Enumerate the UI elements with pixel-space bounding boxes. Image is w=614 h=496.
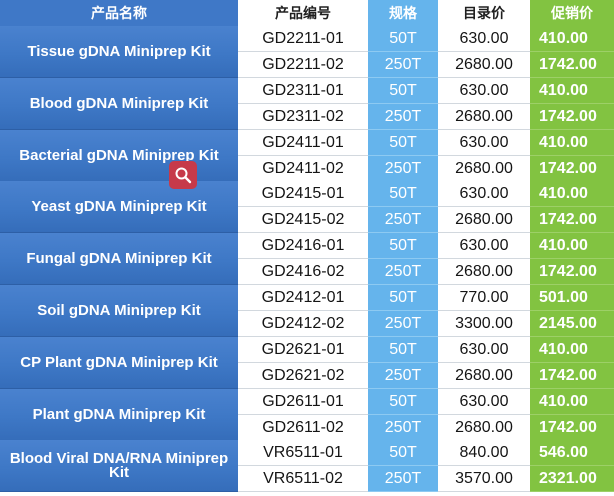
- sku-catalog-price-cell: 630.00: [438, 181, 530, 207]
- sku-code-cell: GD2412-01: [238, 285, 368, 311]
- sku-promo-price-cell: 410.00: [530, 389, 614, 415]
- sku-spec-cell: 50T: [368, 130, 438, 156]
- sku-promo-price-cell: 2145.00: [530, 311, 614, 337]
- sku-promo-price-cell: 1742.00: [530, 52, 614, 78]
- sku-spec-cell: 250T: [368, 52, 438, 78]
- sku-spec-cell: 50T: [368, 26, 438, 52]
- table-header: 产品名称 产品编号 规格 目录价 促销价: [0, 0, 614, 26]
- sku-catalog-price-cell: 630.00: [438, 26, 530, 52]
- sku-catalog-price-cell: 2680.00: [438, 363, 530, 389]
- sku-code-cell: GD2412-02: [238, 311, 368, 337]
- sku-promo-price-cell: 410.00: [530, 233, 614, 259]
- sku-catalog-price-cell: 2680.00: [438, 52, 530, 78]
- product-name-cell: Fungal gDNA Miniprep Kit: [0, 233, 238, 285]
- sku-promo-price-cell: 410.00: [530, 26, 614, 52]
- sku-catalog-price-cell: 630.00: [438, 389, 530, 415]
- sku-spec-cell: 250T: [368, 415, 438, 441]
- sku-catalog-price-cell: 2680.00: [438, 104, 530, 130]
- sku-spec-cell: 50T: [368, 233, 438, 259]
- header-spec: 规格: [368, 0, 438, 26]
- sku-promo-price-cell: 546.00: [530, 440, 614, 466]
- sku-spec-cell: 50T: [368, 389, 438, 415]
- sku-catalog-price-cell: 2680.00: [438, 259, 530, 285]
- sku-spec-cell: 250T: [368, 207, 438, 233]
- sku-promo-price-cell: 410.00: [530, 130, 614, 156]
- sku-code-cell: GD2411-01: [238, 130, 368, 156]
- sku-code-cell: GD2411-02: [238, 156, 368, 182]
- sku-code-cell: GD2415-02: [238, 207, 368, 233]
- sku-spec-cell: 250T: [368, 311, 438, 337]
- sku-promo-price-cell: 1742.00: [530, 363, 614, 389]
- product-name-cell: Yeast gDNA Miniprep Kit: [0, 181, 238, 233]
- sku-promo-price-cell: 1742.00: [530, 207, 614, 233]
- sku-code-cell: GD2416-01: [238, 233, 368, 259]
- header-catalog-price: 目录价: [438, 0, 530, 26]
- sku-promo-price-cell: 410.00: [530, 337, 614, 363]
- sku-catalog-price-cell: 630.00: [438, 130, 530, 156]
- sku-spec-cell: 50T: [368, 440, 438, 466]
- product-name-cell: Blood gDNA Miniprep Kit: [0, 78, 238, 130]
- sku-catalog-price-cell: 2680.00: [438, 415, 530, 441]
- sku-catalog-price-cell: 840.00: [438, 440, 530, 466]
- product-name-cell: CP Plant gDNA Miniprep Kit: [0, 337, 238, 389]
- sku-promo-price-cell: 410.00: [530, 181, 614, 207]
- sku-catalog-price-cell: 2680.00: [438, 156, 530, 182]
- sku-code-cell: GD2611-01: [238, 389, 368, 415]
- sku-promo-price-cell: 1742.00: [530, 104, 614, 130]
- sku-code-cell: GD2611-02: [238, 415, 368, 441]
- sku-code-cell: VR6511-02: [238, 466, 368, 492]
- sku-code-cell: GD2311-02: [238, 104, 368, 130]
- sku-promo-price-cell: 410.00: [530, 78, 614, 104]
- sku-promo-price-cell: 1742.00: [530, 415, 614, 441]
- sku-code-cell: GD2415-01: [238, 181, 368, 207]
- sku-spec-cell: 50T: [368, 78, 438, 104]
- product-name-cell: Blood Viral DNA/RNA Miniprep Kit: [0, 440, 238, 492]
- sku-code-cell: VR6511-01: [238, 440, 368, 466]
- sku-promo-price-cell: 501.00: [530, 285, 614, 311]
- sku-code-cell: GD2621-01: [238, 337, 368, 363]
- sku-code-cell: GD2211-01: [238, 26, 368, 52]
- sku-catalog-price-cell: 2680.00: [438, 207, 530, 233]
- sku-spec-cell: 250T: [368, 259, 438, 285]
- sku-catalog-price-cell: 630.00: [438, 78, 530, 104]
- sku-code-cell: GD2311-01: [238, 78, 368, 104]
- sku-catalog-price-cell: 630.00: [438, 337, 530, 363]
- sku-code-cell: GD2211-02: [238, 52, 368, 78]
- sku-catalog-price-cell: 630.00: [438, 233, 530, 259]
- sku-spec-cell: 250T: [368, 104, 438, 130]
- sku-catalog-price-cell: 3300.00: [438, 311, 530, 337]
- sku-catalog-price-cell: 770.00: [438, 285, 530, 311]
- sku-promo-price-cell: 1742.00: [530, 156, 614, 182]
- sku-spec-cell: 50T: [368, 181, 438, 207]
- sku-code-cell: GD2416-02: [238, 259, 368, 285]
- sku-promo-price-cell: 1742.00: [530, 259, 614, 285]
- sku-code-cell: GD2621-02: [238, 363, 368, 389]
- sku-promo-price-cell: 2321.00: [530, 466, 614, 492]
- search-button[interactable]: [169, 161, 197, 189]
- sku-catalog-price-cell: 3570.00: [438, 466, 530, 492]
- sku-spec-cell: 250T: [368, 156, 438, 182]
- product-name-cell: Bacterial gDNA Miniprep Kit: [0, 130, 238, 182]
- product-name-cell: Plant gDNA Miniprep Kit: [0, 389, 238, 441]
- product-name-cell: Tissue gDNA Miniprep Kit: [0, 26, 238, 78]
- magnifier-icon: [175, 167, 192, 184]
- header-product-name: 产品名称: [0, 0, 238, 26]
- header-promo-price: 促销价: [530, 0, 614, 26]
- sku-spec-cell: 250T: [368, 466, 438, 492]
- sku-spec-cell: 50T: [368, 285, 438, 311]
- header-product-code: 产品编号: [238, 0, 368, 26]
- sku-spec-cell: 50T: [368, 337, 438, 363]
- product-name-cell: Soil gDNA Miniprep Kit: [0, 285, 238, 337]
- sku-spec-cell: 250T: [368, 363, 438, 389]
